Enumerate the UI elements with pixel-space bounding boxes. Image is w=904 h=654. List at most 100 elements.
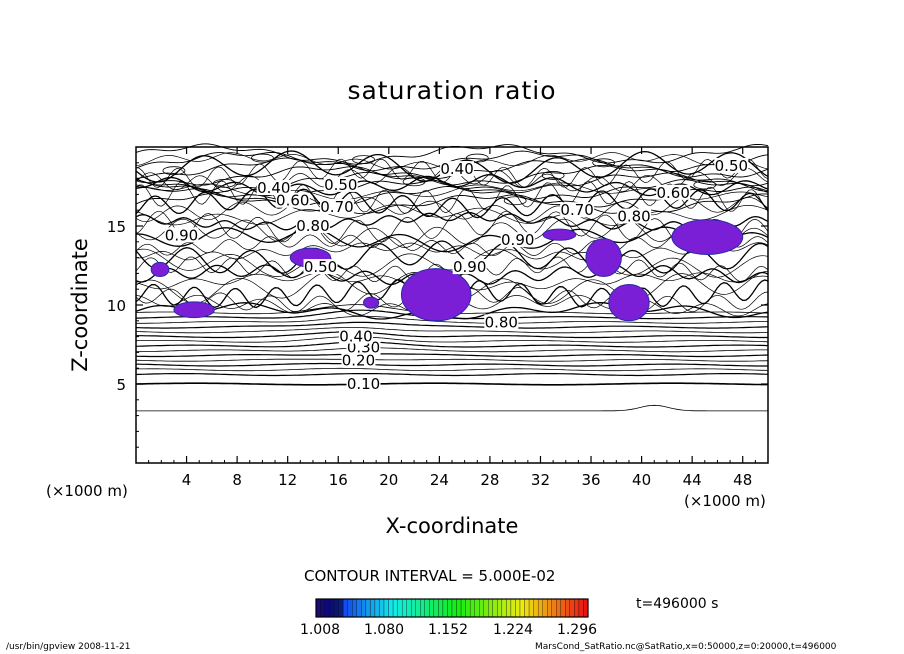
contour-line [136, 404, 768, 412]
contour-cell [162, 166, 186, 176]
contour-label: 0.50 [715, 157, 748, 175]
contour-cell [250, 153, 274, 163]
contour-line [136, 315, 768, 324]
contour-label-background [617, 208, 652, 224]
colorbar-cell [506, 598, 512, 618]
contour-label-background [323, 176, 358, 192]
contour-label-background [319, 199, 354, 215]
contour-label-background [346, 376, 381, 391]
colorbar-cell [383, 598, 389, 618]
colorbar-cell [424, 598, 430, 618]
contour-label-background [256, 180, 291, 196]
colorbar-frame [315, 598, 589, 618]
colorbar-cell [365, 598, 371, 618]
contour-cell [503, 196, 527, 206]
colorbar-cell [483, 598, 489, 618]
contour-line [135, 210, 769, 244]
colorbar-cell [420, 598, 425, 618]
contour-label: 0.40 [257, 179, 290, 197]
contour-line [135, 212, 769, 231]
colorbar-cell [515, 598, 521, 618]
contour-line [135, 341, 769, 348]
colorbar-cell [374, 598, 380, 618]
x-tick-label: 32 [531, 471, 550, 489]
contour-label: 0.70 [320, 198, 353, 216]
contour-label: 0.50 [304, 258, 337, 276]
contour-line [135, 321, 769, 329]
colorbar [315, 598, 589, 618]
colorbar-cell [370, 598, 376, 618]
colorbar-cell [415, 598, 421, 618]
contour-line [135, 150, 769, 172]
contour-label: 0.10 [347, 375, 380, 393]
footer-program-date: /usr/bin/gpview 2008-11-21 [6, 642, 131, 652]
contour-label: 0.80 [296, 217, 329, 235]
x-tick-label: 4 [182, 471, 192, 489]
colorbar-cell [551, 598, 557, 618]
colorbar-cell [442, 598, 448, 618]
x-tick-label: 12 [278, 471, 297, 489]
contour-label: 0.80 [617, 208, 650, 226]
colorbar-cell [569, 598, 575, 618]
contour-label: 0.90 [453, 258, 486, 276]
contour-labels: 0.100.200.300.400.400.400.500.500.500.60… [164, 157, 749, 393]
colorbar-cell [497, 598, 503, 618]
x-tick-label: 16 [329, 471, 348, 489]
x-tick-label: 24 [430, 471, 449, 489]
contour-label: 0.70 [560, 201, 593, 219]
contour-line [136, 331, 768, 339]
contour-label: 0.60 [276, 192, 309, 210]
colorbar-cell [574, 598, 580, 618]
y-axis-ticks: 5 10 15 [107, 162, 768, 448]
colorbar-cell [324, 598, 330, 618]
colorbar-cell [583, 598, 589, 618]
chart-title: saturation ratio [347, 76, 557, 105]
contour-line-0-10 [135, 382, 768, 386]
contour-label-background [484, 314, 519, 330]
contour-line [135, 327, 768, 334]
colorbar-cell [533, 598, 539, 618]
contour-label-background [275, 192, 310, 208]
colorbar-cell [556, 598, 561, 618]
x-tick-label: 48 [733, 471, 752, 489]
contour-label-background [303, 259, 338, 275]
contour-line [135, 193, 769, 215]
colorbar-cell [401, 598, 407, 618]
colorbar-tick-label: 1.296 [556, 622, 598, 638]
supersaturation-region [608, 283, 650, 322]
colorbar-cell [343, 598, 348, 618]
contour-line [135, 358, 769, 362]
x-tick-label: 20 [379, 471, 398, 489]
contour-line [135, 367, 769, 372]
contour-line [135, 248, 769, 278]
contour-line [136, 353, 769, 358]
colorbar-cell [460, 598, 466, 618]
contour-cell [592, 158, 616, 168]
colorbar-cell [488, 598, 493, 618]
x-tick-label: 44 [683, 471, 702, 489]
colorbar-cell [492, 598, 498, 618]
contour-label-background [500, 232, 535, 248]
colorbar-cell [320, 598, 326, 618]
contour-line [135, 240, 769, 274]
contour-label: 0.80 [485, 313, 518, 331]
colorbar-cell [447, 598, 453, 618]
supersaturation-region [400, 268, 472, 322]
colorbar-cell [356, 598, 362, 618]
colorbar-cell [411, 598, 416, 618]
contour-line [135, 336, 769, 343]
colorbar-cell [456, 598, 462, 618]
contour-label-background [338, 328, 373, 344]
contour-line [135, 171, 769, 194]
contour-label: 0.50 [324, 176, 357, 194]
colorbar-cell [547, 598, 552, 618]
supersaturation-regions [150, 219, 744, 322]
contour-line [136, 347, 768, 353]
contour-label: 0.40 [440, 160, 473, 178]
contour-label-background [341, 352, 376, 368]
colorbar-cell [465, 598, 471, 618]
y-tick-label: 5 [116, 376, 126, 394]
contour-label-background [440, 161, 475, 177]
colorbar-cell [560, 598, 566, 618]
colorbar-cell [510, 598, 516, 618]
